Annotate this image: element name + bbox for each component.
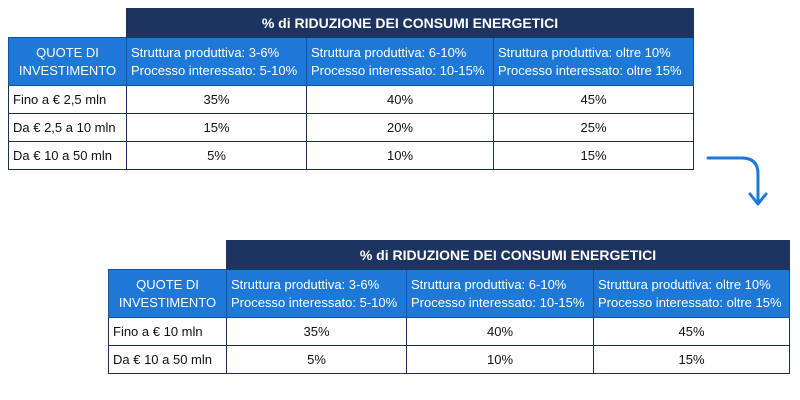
- column-header: Struttura produttiva: 3-6% Processo inte…: [126, 37, 307, 86]
- table-row: Fino a € 10 mln 35% 40% 45%: [108, 317, 790, 346]
- table-cell: 5%: [126, 141, 307, 170]
- header-row: QUOTE DI INVESTIMENTO Struttura produtti…: [108, 269, 790, 318]
- column-header: Struttura produttiva: 6-10% Processo int…: [306, 37, 494, 86]
- row-header-title: QUOTE DI INVESTIMENTO: [8, 37, 127, 86]
- table-cell: 35%: [226, 317, 407, 346]
- row-label: Da € 10 a 50 mln: [8, 141, 127, 170]
- table-row: Da € 2,5 a 10 mln 15% 20% 25%: [8, 113, 694, 142]
- table-cell: 35%: [126, 85, 307, 114]
- table-title: % di RIDUZIONE DEI CONSUMI ENERGETICI: [126, 8, 694, 38]
- table-row: Da € 10 a 50 mln 5% 10% 15%: [108, 345, 790, 374]
- table-title: % di RIDUZIONE DEI CONSUMI ENERGETICI: [226, 240, 790, 270]
- row-label: Fino a € 10 mln: [108, 317, 227, 346]
- row-label: Da € 10 a 50 mln: [108, 345, 227, 374]
- table-cell: 40%: [306, 85, 494, 114]
- table-cell: 10%: [406, 345, 594, 374]
- column-header: Struttura produttiva: oltre 10% Processo…: [593, 269, 790, 318]
- table-cell: 20%: [306, 113, 494, 142]
- table-cell: 40%: [406, 317, 594, 346]
- table-row: Fino a € 2,5 mln 35% 40% 45%: [8, 85, 694, 114]
- table-before: % di RIDUZIONE DEI CONSUMI ENERGETICI QU…: [8, 8, 694, 170]
- table-cell: 15%: [493, 141, 694, 170]
- row-label: Fino a € 2,5 mln: [8, 85, 127, 114]
- table-row: Da € 10 a 50 mln 5% 10% 15%: [8, 141, 694, 170]
- table-cell: 45%: [493, 85, 694, 114]
- curved-arrow-down-icon: [706, 156, 768, 206]
- column-header: Struttura produttiva: 3-6% Processo inte…: [226, 269, 407, 318]
- table-cell: 15%: [126, 113, 307, 142]
- table-cell: 5%: [226, 345, 407, 374]
- column-header: Struttura produttiva: 6-10% Processo int…: [406, 269, 594, 318]
- title-row: % di RIDUZIONE DEI CONSUMI ENERGETICI: [109, 240, 790, 270]
- table-cell: 45%: [593, 317, 790, 346]
- table-cell: 15%: [593, 345, 790, 374]
- title-row: % di RIDUZIONE DEI CONSUMI ENERGETICI: [9, 8, 694, 38]
- column-header: Struttura produttiva: oltre 10% Processo…: [493, 37, 694, 86]
- row-label: Da € 2,5 a 10 mln: [8, 113, 127, 142]
- table-cell: 25%: [493, 113, 694, 142]
- header-row: QUOTE DI INVESTIMENTO Struttura produtti…: [8, 37, 694, 86]
- table-cell: 10%: [306, 141, 494, 170]
- table-after: % di RIDUZIONE DEI CONSUMI ENERGETICI QU…: [108, 240, 790, 374]
- row-header-title: QUOTE DI INVESTIMENTO: [108, 269, 227, 318]
